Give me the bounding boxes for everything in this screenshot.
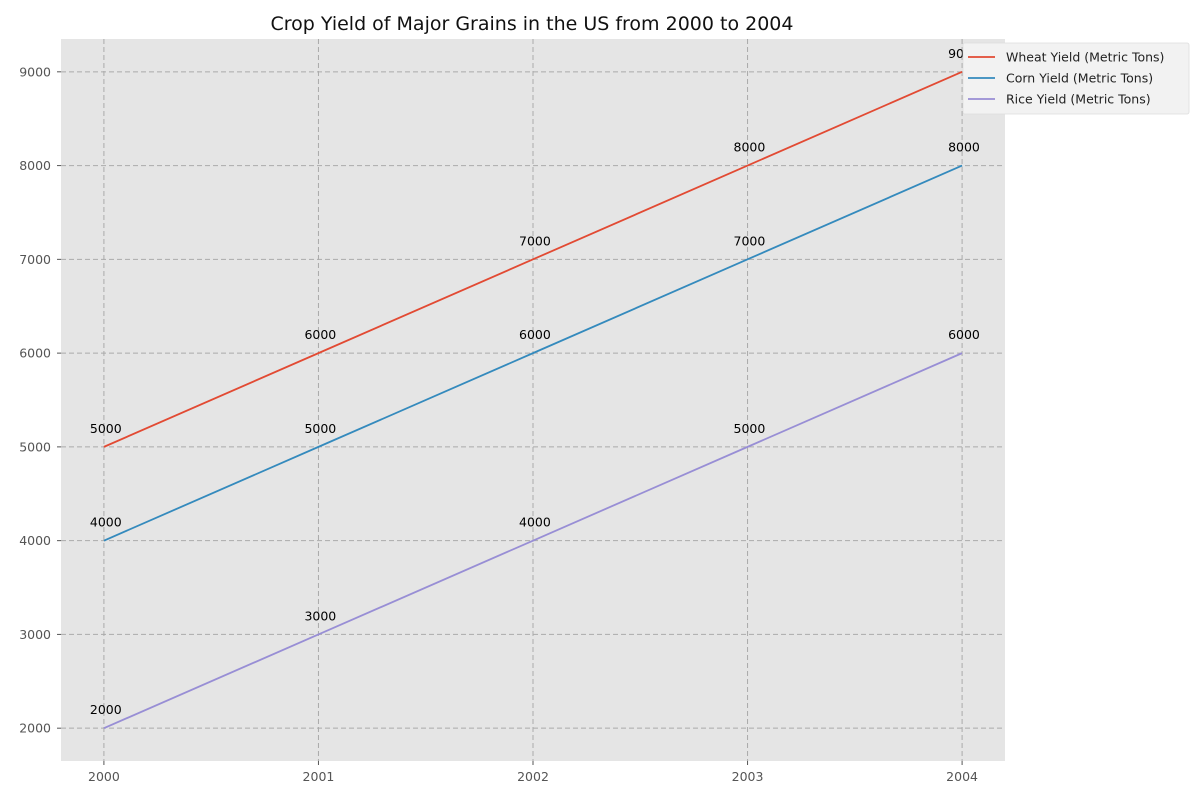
y-tick-label: 8000 <box>19 158 51 173</box>
x-tick-label: 2000 <box>88 769 120 784</box>
y-tick-label: 9000 <box>19 64 51 79</box>
y-tick-label: 6000 <box>19 346 51 361</box>
data-label: 2000 <box>90 702 122 717</box>
data-label: 5000 <box>304 421 336 436</box>
data-label: 3000 <box>304 608 336 623</box>
legend: Wheat Yield (Metric Tons) Corn Yield (Met… <box>963 43 1189 114</box>
y-tick-label: 3000 <box>19 627 51 642</box>
data-label: 8000 <box>734 140 766 155</box>
data-label: 7000 <box>519 233 551 248</box>
data-label: 6000 <box>948 327 980 342</box>
legend-entry: Wheat Yield (Metric Tons) <box>1006 50 1164 65</box>
data-label: 6000 <box>519 327 551 342</box>
y-tick-label: 7000 <box>19 252 51 267</box>
x-tick-label: 2003 <box>732 769 764 784</box>
legend-entry: Corn Yield (Metric Tons) <box>1006 71 1153 86</box>
x-tick-label: 2001 <box>303 769 335 784</box>
x-tick-label: 2002 <box>517 769 549 784</box>
data-label: 5000 <box>90 421 122 436</box>
data-label: 4000 <box>519 515 551 530</box>
data-label: 8000 <box>948 140 980 155</box>
data-label: 4000 <box>90 515 122 530</box>
y-tick-label: 5000 <box>19 439 51 454</box>
x-tick-label: 2004 <box>946 769 978 784</box>
chart-title: Crop Yield of Major Grains in the US fro… <box>271 13 794 35</box>
legend-entry: Rice Yield (Metric Tons) <box>1006 92 1151 107</box>
data-label: 7000 <box>734 233 766 248</box>
y-tick-label: 2000 <box>19 721 51 736</box>
data-label: 6000 <box>304 327 336 342</box>
y-tick-label: 4000 <box>19 533 51 548</box>
data-label: 5000 <box>734 421 766 436</box>
